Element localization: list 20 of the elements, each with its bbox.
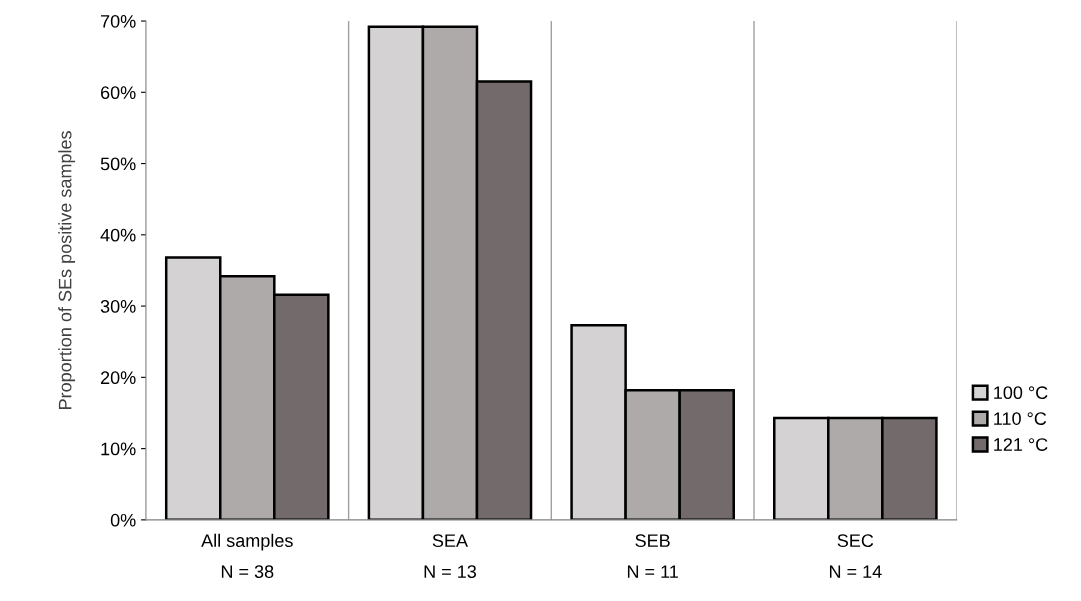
x-tick-label: SEB bbox=[635, 534, 670, 548]
x-tick-label: All samples bbox=[201, 533, 293, 551]
text: N = 14 bbox=[829, 565, 882, 578]
legend-label: 121 °C bbox=[994, 438, 1048, 451]
x-tick-label: SEA bbox=[432, 534, 468, 548]
y-tick-label: 70% bbox=[101, 14, 136, 28]
y-tick-label: 30% bbox=[100, 300, 136, 313]
x-tick-label: SEC bbox=[837, 534, 874, 548]
legend-label: 100 °C bbox=[994, 386, 1048, 400]
y-axis-title: Proportion of SEs positive samples bbox=[58, 131, 76, 409]
text: N = 13 bbox=[424, 565, 477, 579]
legend-label: 110 °C bbox=[994, 412, 1047, 425]
y-tick-label: 60% bbox=[100, 86, 136, 100]
y-tick-label: 20% bbox=[100, 371, 136, 385]
text: N = 38 bbox=[221, 565, 274, 579]
y-tick-label: 50% bbox=[100, 157, 136, 171]
text: N = 11 bbox=[627, 565, 678, 578]
y-tick-label: 10% bbox=[101, 442, 136, 456]
y-tick-label: 40% bbox=[100, 228, 136, 242]
y-tick-label: 0% bbox=[110, 513, 136, 527]
